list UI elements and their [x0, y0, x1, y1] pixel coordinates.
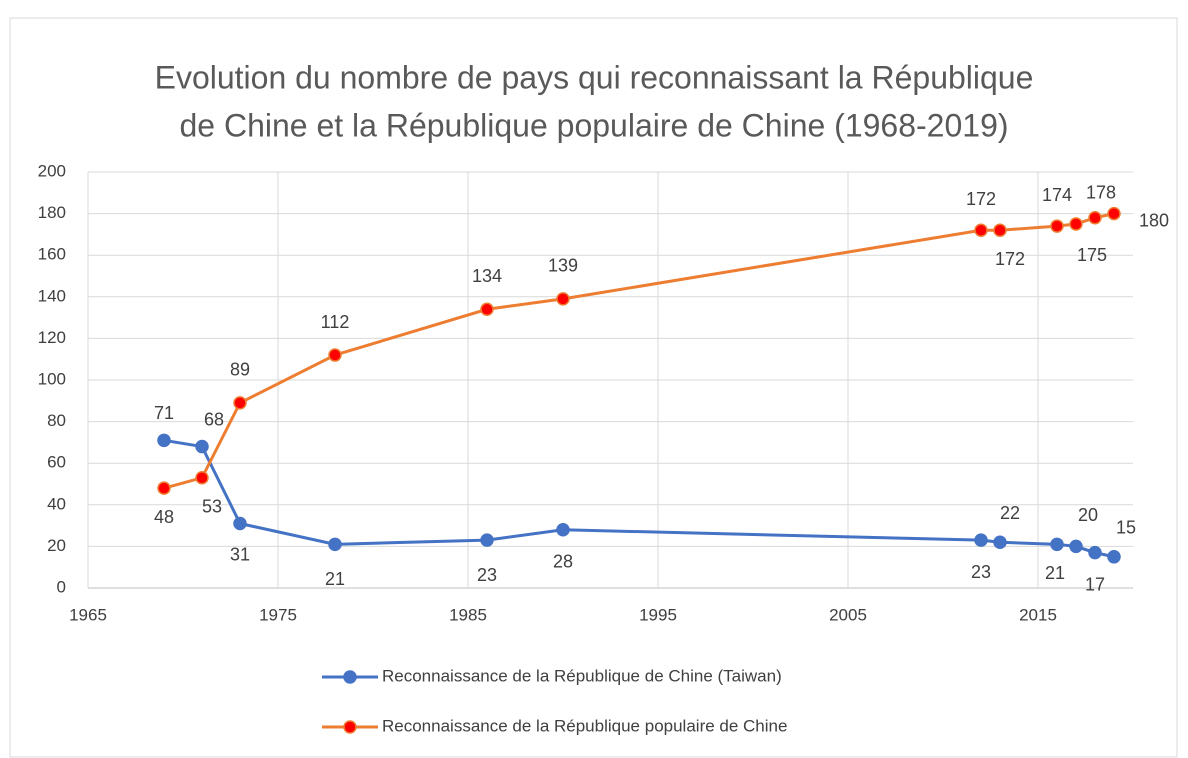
data-label: 28 — [553, 552, 573, 572]
point — [556, 292, 570, 306]
x-tick-label: 1995 — [639, 605, 677, 624]
data-label: 15 — [1116, 518, 1136, 538]
point — [233, 516, 247, 531]
point — [556, 523, 570, 537]
data-label: 23 — [477, 565, 497, 585]
point — [328, 348, 342, 362]
point — [1088, 211, 1102, 225]
y-tick-label: 20 — [47, 536, 66, 555]
data-label: 139 — [548, 256, 578, 276]
legend-label: Reconnaissance de la République populair… — [382, 716, 787, 735]
point — [993, 223, 1007, 237]
point — [974, 223, 988, 237]
data-label: 172 — [966, 189, 996, 209]
data-label: 23 — [971, 562, 991, 582]
data-label: 174 — [1042, 185, 1072, 205]
data-label: 172 — [995, 249, 1025, 269]
y-tick-label: 100 — [38, 369, 66, 388]
data-label: 17 — [1085, 574, 1105, 594]
point — [480, 302, 494, 317]
y-tick-label: 200 — [38, 161, 66, 180]
y-tick-label: 120 — [38, 328, 66, 347]
y-tick-label: 160 — [38, 245, 66, 264]
point — [1088, 545, 1102, 560]
point — [1050, 537, 1064, 552]
point — [1107, 550, 1121, 564]
point — [1107, 206, 1121, 221]
data-label: 20 — [1078, 505, 1098, 525]
point — [233, 396, 247, 410]
point — [974, 533, 988, 547]
point — [1050, 219, 1064, 233]
data-label: 48 — [154, 507, 174, 527]
x-tick-label: 1975 — [259, 605, 297, 624]
data-label: 68 — [204, 409, 224, 429]
point — [1069, 539, 1083, 554]
point — [195, 439, 209, 454]
legend-marker — [343, 670, 357, 684]
y-tick-label: 0 — [57, 577, 66, 596]
chart-frame — [9, 17, 1178, 758]
data-label: 112 — [321, 312, 350, 332]
y-tick-label: 60 — [47, 453, 66, 472]
point — [480, 533, 494, 547]
data-label: 175 — [1077, 245, 1107, 265]
x-tick-label: 2005 — [829, 605, 867, 624]
data-label: 134 — [472, 266, 502, 286]
data-label: 71 — [154, 403, 174, 423]
y-tick-label: 180 — [38, 203, 66, 222]
chart-title: de Chine et la République populaire de C… — [179, 107, 1008, 143]
x-tick-label: 1965 — [69, 605, 107, 624]
x-tick-label: 1985 — [449, 605, 487, 624]
point — [157, 481, 171, 495]
data-label: 31 — [230, 544, 250, 564]
legend-label: Reconnaissance de la République de Chine… — [382, 666, 782, 685]
data-label: 21 — [1045, 563, 1065, 583]
point — [195, 471, 209, 485]
data-label: 22 — [1000, 503, 1020, 523]
data-label: 180 — [1139, 210, 1169, 230]
y-tick-label: 140 — [38, 286, 66, 305]
point — [993, 535, 1007, 549]
chart-title: Evolution du nombre de pays qui reconnai… — [155, 59, 1034, 95]
point — [157, 433, 171, 448]
data-label: 53 — [202, 497, 222, 517]
y-tick-label: 80 — [47, 411, 66, 430]
data-label: 178 — [1086, 183, 1116, 203]
data-label: 21 — [325, 569, 345, 589]
x-tick-label: 2015 — [1019, 605, 1057, 624]
legend-marker — [343, 720, 357, 734]
point — [1069, 217, 1083, 231]
point — [328, 537, 342, 552]
data-label: 89 — [230, 360, 250, 380]
y-tick-label: 40 — [47, 494, 66, 513]
